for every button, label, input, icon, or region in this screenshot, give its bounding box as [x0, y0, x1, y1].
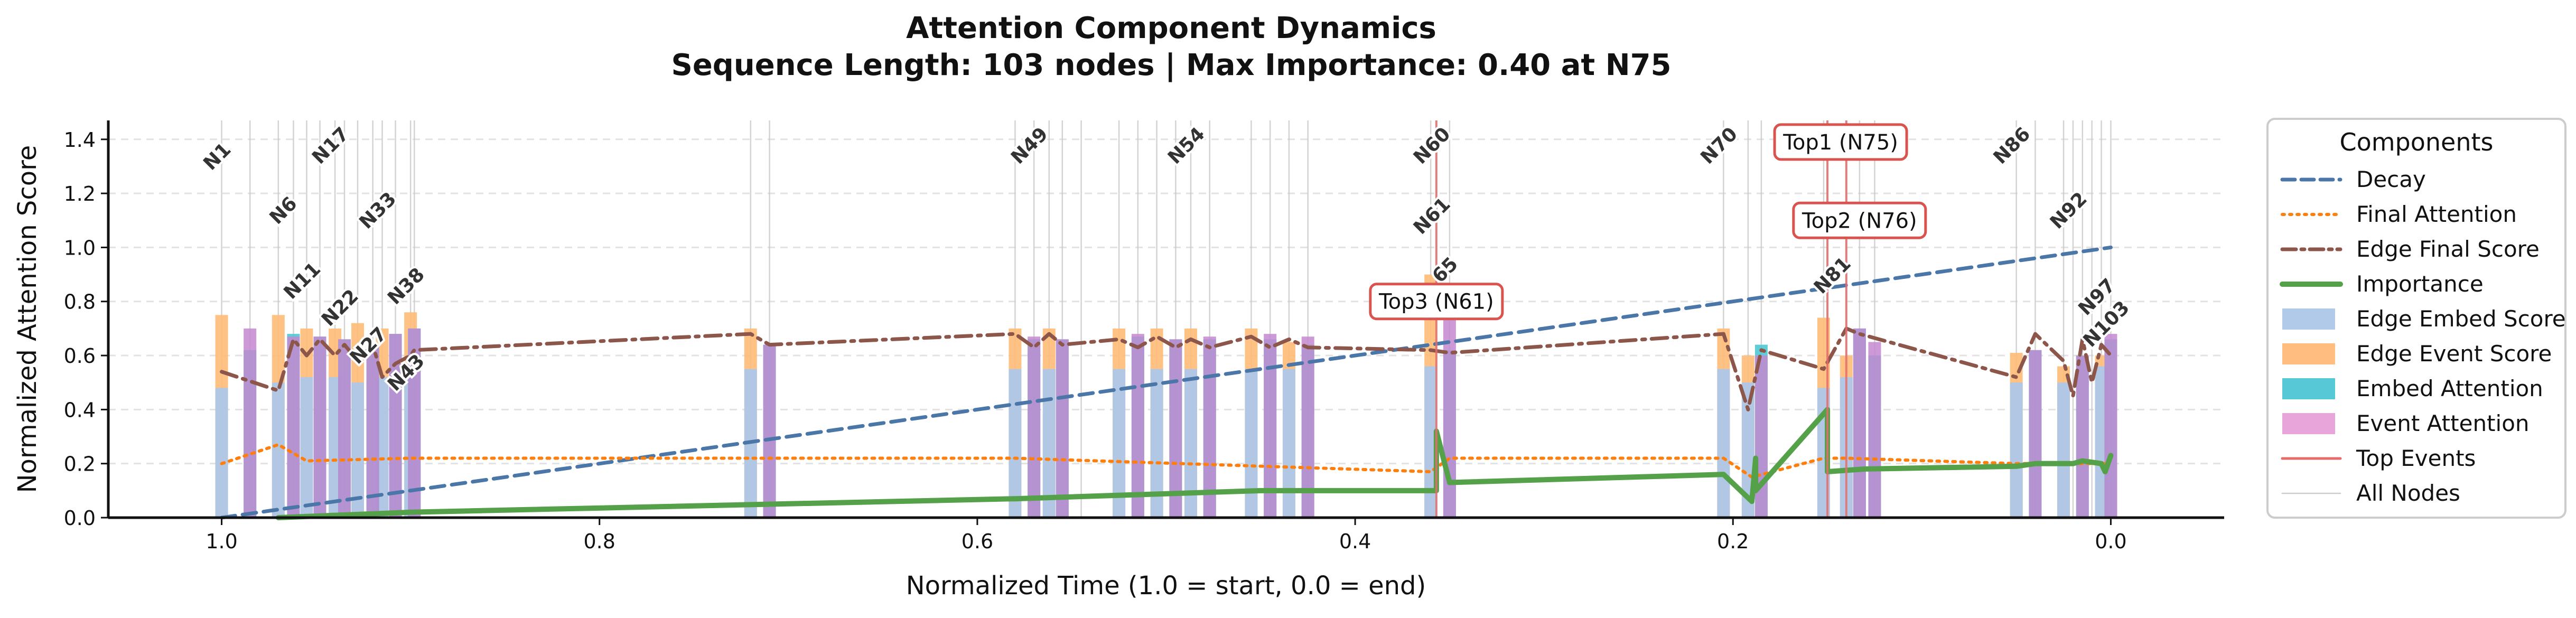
y-tick-label: 1.2 [64, 182, 96, 205]
chart-title: Attention Component Dynamics [906, 11, 1436, 45]
event-attention-bar [408, 328, 421, 518]
event-attention-bar [1056, 339, 1069, 518]
edge-embed-score-bar [1282, 369, 1295, 518]
legend-frame [2266, 118, 2566, 519]
legend-entry-label: Decay [2356, 166, 2426, 192]
y-tick-label: 1.4 [64, 128, 96, 152]
edge-embed-score-bar [2010, 382, 2023, 518]
decay-line [220, 245, 2113, 520]
y-axis-ticks: 0.0 0.2 0.4 0.6 0.8 1.0 1.2 1.4 [64, 128, 108, 530]
legend-entry-label: All Nodes [2356, 480, 2460, 506]
event-attention-bar [1853, 328, 1866, 518]
legend-swatch [2282, 308, 2335, 330]
event-attention-bar [338, 339, 351, 518]
y-tick-label: 0.2 [64, 453, 96, 476]
edge-embed-score-bar [300, 377, 313, 518]
event-attention-bar [1028, 336, 1041, 518]
legend: Components Decay Final Attention Edge Fina… [2266, 118, 2566, 519]
legend-swatch [2282, 413, 2335, 434]
legend-entry-label: Edge Final Score [2356, 236, 2540, 262]
event-attention-bar [313, 336, 326, 518]
x-axis-label: Normalized Time (1.0 = start, 0.0 = end) [906, 571, 1426, 601]
event-attention-bar [1264, 334, 1277, 518]
legend-entry-label: Final Attention [2356, 201, 2517, 227]
event-attention-bar [1203, 336, 1216, 518]
event-attention-bar [1868, 342, 1881, 518]
edge-embed-score-bar [272, 382, 285, 518]
importance-line [275, 407, 2114, 520]
y-tick-label: 0.0 [64, 507, 96, 530]
event-attention-bar [1169, 339, 1182, 518]
event-attention-bar [2029, 350, 2042, 518]
legend-entry-label: Top Events [2356, 445, 2476, 471]
event-attention-bar [287, 336, 300, 518]
line-series [220, 245, 2114, 520]
x-tick-label: 0.4 [1339, 530, 1371, 553]
component-bars [215, 274, 2117, 518]
event-attention-bar [1131, 334, 1144, 518]
x-tick-label: 1.0 [206, 530, 237, 553]
legend-swatch [2282, 378, 2335, 399]
event-attention-bar [1754, 355, 1768, 518]
edge-embed-score-bar [2057, 382, 2070, 518]
legend-title: Components [2339, 128, 2493, 156]
top-event-box [1792, 201, 1927, 239]
event-attention-bar [366, 344, 379, 518]
legend-entry-label: Embed Attention [2356, 376, 2543, 401]
event-attention-bar [244, 328, 257, 518]
edge-embed-score-bar [1042, 369, 1056, 518]
y-tick-label: 0.4 [64, 398, 96, 422]
final-attention-line [220, 443, 2113, 479]
top-event-box [1773, 123, 1908, 161]
chart-subtitle: Sequence Length: 103 nodes | Max Importa… [671, 48, 1671, 82]
edge-embed-score-bar [351, 382, 365, 518]
legend-entry-label: Importance [2356, 271, 2484, 297]
x-tick-label: 0.6 [962, 530, 993, 553]
top-event-label: Top1 (N75) [1782, 130, 1898, 155]
legend-entry-label: Edge Event Score [2356, 341, 2552, 367]
top-event-label: Top2 (N76) [1802, 209, 1917, 233]
legend-entry-label: Edge Embed Score [2356, 306, 2566, 332]
edge-embed-score-bar [215, 388, 228, 518]
event-attention-bar [1301, 336, 1314, 518]
x-tick-label: 0.8 [584, 530, 615, 553]
legend-entry-label: Event Attention [2356, 410, 2530, 436]
edge-embed-score-bar [1009, 369, 1022, 518]
top-event-box [1369, 283, 1504, 321]
y-tick-label: 0.8 [64, 291, 96, 314]
y-tick-label: 1.0 [64, 236, 96, 259]
event-attention-bar [2104, 334, 2117, 518]
event-attention-bar [2076, 355, 2089, 518]
x-tick-label: 0.2 [1717, 530, 1749, 553]
y-tick-label: 0.6 [64, 344, 96, 368]
event-attention-bar [763, 344, 776, 518]
x-axis-ticks: 1.0 0.8 0.6 0.4 0.2 0.0 [206, 518, 2127, 553]
x-tick-label: 0.0 [2095, 530, 2126, 553]
top-event-label: Top3 (N61) [1378, 290, 1494, 314]
event-attention-bar [1443, 315, 1456, 518]
edge-embed-score-bar [1717, 369, 1730, 518]
y-axis-label: Normalized Attention Score [13, 145, 42, 493]
legend-swatch [2282, 343, 2335, 364]
edge-embed-score-bar [1245, 369, 1258, 518]
edge-final-score-line [220, 326, 2113, 411]
legend-entries: Decay Final Attention Edge Final Score Impo… [2280, 166, 2566, 506]
